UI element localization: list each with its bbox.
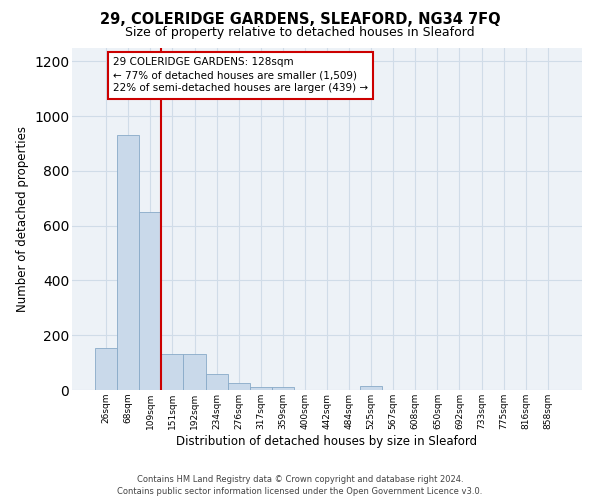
Bar [139,212,161,390]
Bar [161,354,184,390]
Text: Contains HM Land Registry data © Crown copyright and database right 2024.
Contai: Contains HM Land Registry data © Crown c… [118,474,482,496]
Bar [206,374,227,390]
Bar [360,386,382,390]
X-axis label: Distribution of detached houses by size in Sleaford: Distribution of detached houses by size … [176,434,478,448]
Text: 29 COLERIDGE GARDENS: 128sqm
← 77% of detached houses are smaller (1,509)
22% of: 29 COLERIDGE GARDENS: 128sqm ← 77% of de… [113,57,368,94]
Bar [184,354,206,390]
Bar [250,386,272,390]
Bar [117,135,139,390]
Text: 29, COLERIDGE GARDENS, SLEAFORD, NG34 7FQ: 29, COLERIDGE GARDENS, SLEAFORD, NG34 7F… [100,12,500,28]
Bar [95,348,117,390]
Bar [227,383,250,390]
Text: Size of property relative to detached houses in Sleaford: Size of property relative to detached ho… [125,26,475,39]
Bar [272,386,294,390]
Y-axis label: Number of detached properties: Number of detached properties [16,126,29,312]
